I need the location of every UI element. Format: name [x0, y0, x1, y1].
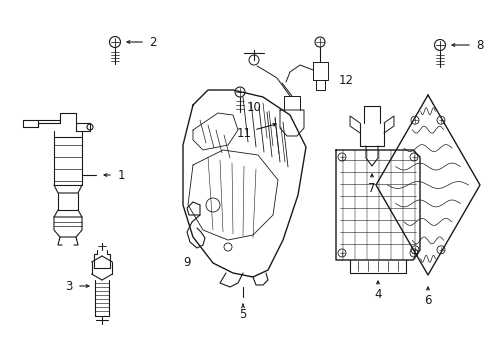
Text: 3: 3 [65, 279, 73, 292]
Text: 8: 8 [476, 39, 484, 51]
Text: 4: 4 [374, 288, 382, 302]
Text: 1: 1 [117, 168, 125, 181]
Text: 5: 5 [239, 309, 246, 321]
Text: 7: 7 [368, 181, 376, 194]
Text: 6: 6 [424, 294, 432, 307]
Text: 2: 2 [149, 36, 157, 49]
Text: 9: 9 [183, 256, 191, 269]
Text: 11: 11 [237, 126, 251, 140]
Text: 10: 10 [246, 100, 262, 113]
Text: 12: 12 [339, 73, 353, 86]
